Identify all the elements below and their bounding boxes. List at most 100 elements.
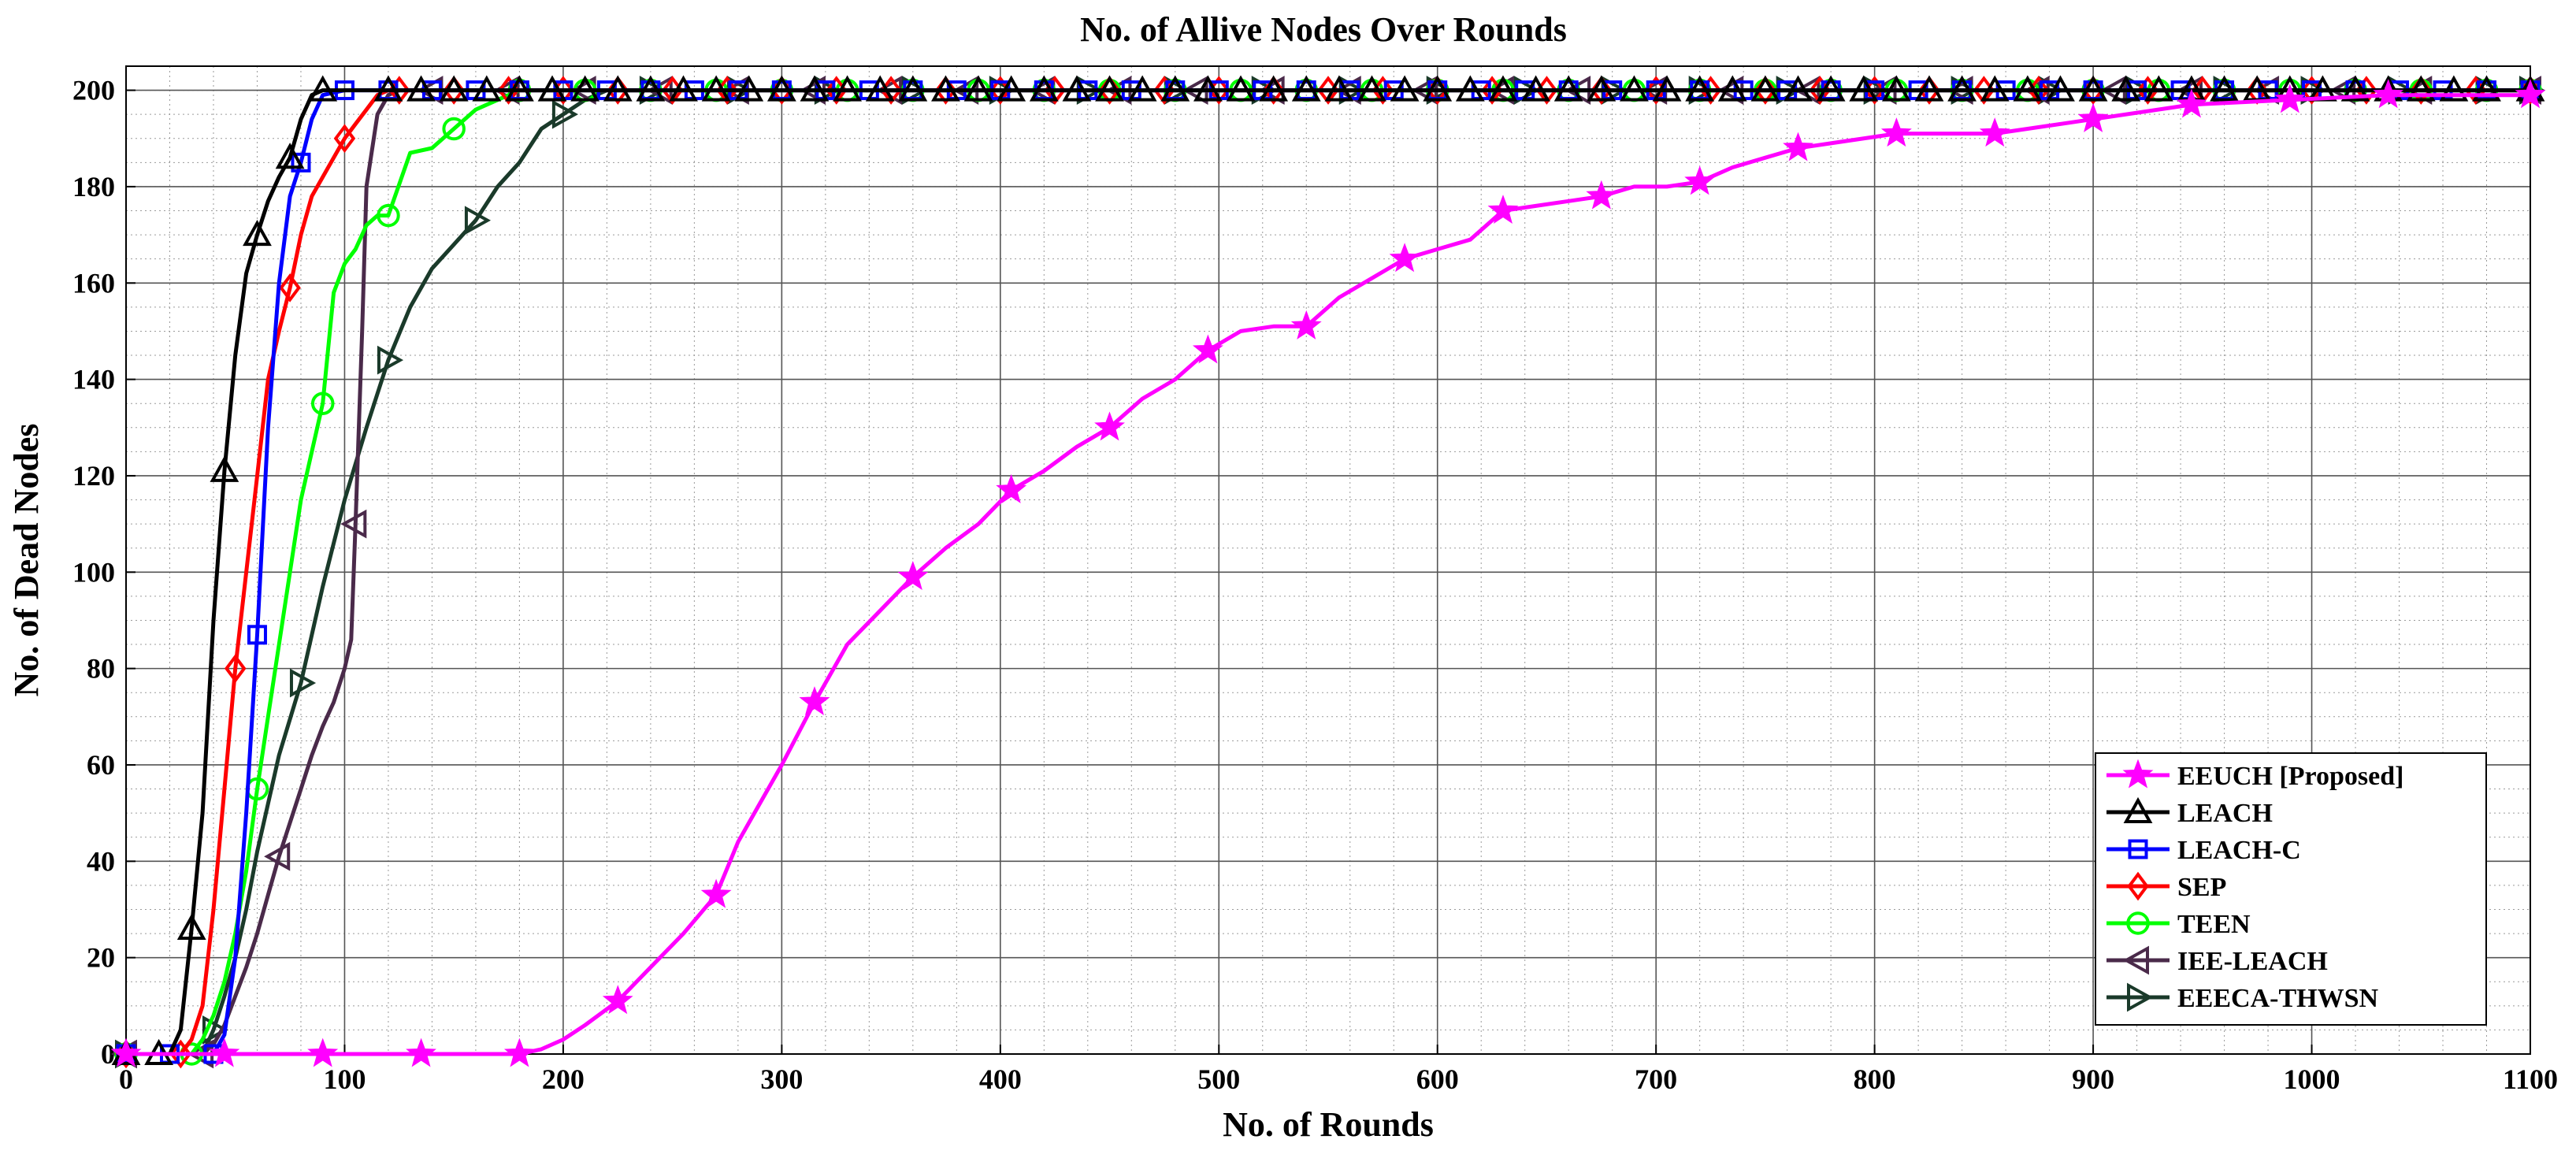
legend-marker-leach bbox=[2123, 796, 2153, 823]
series-marker-eeuch-proposed bbox=[503, 1037, 535, 1067]
legend-marker-eeeca-thwsn bbox=[2127, 982, 2154, 1012]
x-tick-label: 900 bbox=[2072, 1063, 2114, 1095]
series-marker-leach bbox=[176, 913, 206, 940]
series-marker-leach bbox=[1521, 75, 1550, 102]
series-marker-sep bbox=[169, 1039, 192, 1069]
series-marker-leach bbox=[243, 219, 272, 247]
legend-item-leach-c: LEACH-C bbox=[2106, 836, 2301, 865]
series-marker-eeuch-proposed bbox=[1192, 334, 1223, 364]
y-tick-label: 180 bbox=[72, 171, 115, 202]
series-marker-leach bbox=[2439, 75, 2469, 102]
legend-item-iee-leach: IEE-LEACH bbox=[2106, 945, 2328, 976]
legend-label-leach: LEACH bbox=[2177, 799, 2273, 828]
series-marker-leach bbox=[1324, 75, 1354, 102]
y-tick-label: 80 bbox=[87, 653, 115, 685]
series-marker-eeuch-proposed bbox=[110, 1037, 142, 1067]
series-marker-leach bbox=[1193, 75, 1223, 102]
series-marker-leach bbox=[537, 75, 567, 102]
series-marker-leach-c bbox=[291, 152, 311, 173]
series-marker-eeeca-thwsn bbox=[289, 668, 317, 698]
series-marker-eeuch-proposed bbox=[307, 1037, 339, 1067]
legend: EEUCH [Proposed] LEACH LEACH-C SEP TEEN IEE-L… bbox=[2095, 752, 2487, 1026]
legend-label-sep: SEP bbox=[2177, 873, 2226, 902]
series-marker-leach bbox=[2340, 75, 2370, 102]
series-marker-leach bbox=[1881, 75, 1911, 102]
series-marker-eeuch-proposed bbox=[799, 686, 830, 715]
legend-label-teen: TEEN bbox=[2177, 910, 2251, 939]
series-marker-leach bbox=[734, 75, 764, 102]
x-axis-label: No. of Rounds bbox=[1223, 1105, 1434, 1144]
x-tick-label: 500 bbox=[1197, 1063, 1240, 1095]
series-marker-leach bbox=[833, 75, 862, 102]
series-marker-eeuch-proposed bbox=[700, 878, 732, 908]
series-marker-leach bbox=[1717, 75, 1747, 102]
series-marker-eeuch-proposed bbox=[1783, 132, 1813, 161]
series-marker-eeuch-proposed bbox=[1487, 195, 1519, 225]
series-marker-eeuch-proposed bbox=[1684, 165, 1716, 195]
x-tick-label: 100 bbox=[323, 1063, 366, 1095]
series-marker-leach bbox=[669, 75, 698, 102]
series-marker-leach bbox=[1620, 75, 1649, 102]
y-tick-label: 0 bbox=[101, 1038, 115, 1070]
series-marker-leach bbox=[2111, 75, 2141, 102]
legend-marker-teen bbox=[2126, 911, 2150, 935]
series-marker-eeeca-thwsn bbox=[464, 206, 492, 236]
y-tick-label: 140 bbox=[72, 364, 115, 395]
series-marker-eeuch-proposed bbox=[1979, 117, 2010, 147]
y-tick-label: 160 bbox=[72, 267, 115, 299]
series-marker-leach bbox=[701, 75, 731, 102]
series-marker-sep bbox=[333, 124, 356, 154]
series-marker-eeuch-proposed bbox=[406, 1037, 436, 1067]
series-marker-leach bbox=[2046, 75, 2075, 102]
series-marker-leach bbox=[997, 75, 1026, 102]
series-marker-leach bbox=[505, 75, 534, 102]
series-marker-leach bbox=[308, 75, 338, 102]
series-marker-leach bbox=[931, 75, 960, 102]
series-marker-eeuch-proposed bbox=[2077, 102, 2109, 132]
series-marker-eeuch-proposed bbox=[2373, 79, 2404, 109]
series-marker-leach-c bbox=[247, 625, 267, 645]
series-marker-leach bbox=[1947, 75, 1977, 102]
series-marker-teen bbox=[442, 117, 466, 141]
series-marker-leach bbox=[1553, 75, 1583, 102]
series-line-leach bbox=[126, 88, 2530, 1056]
series-marker-leach bbox=[1291, 75, 1321, 102]
series-marker-eeeca-thwsn bbox=[551, 99, 579, 129]
series-marker-leach bbox=[1259, 75, 1289, 102]
y-tick-label: 100 bbox=[72, 556, 115, 588]
series-marker-leach bbox=[210, 455, 239, 482]
series-marker-leach bbox=[1160, 75, 1190, 102]
x-tick-label: 800 bbox=[1854, 1063, 1896, 1095]
series-line-sep bbox=[126, 88, 2530, 1056]
series-marker-eeuch-proposed bbox=[2515, 79, 2546, 109]
series-marker-eeuch-proposed bbox=[2274, 84, 2306, 113]
series-marker-sep bbox=[279, 273, 301, 302]
series-marker-leach bbox=[636, 75, 666, 102]
legend-item-leach: LEACH bbox=[2106, 796, 2273, 828]
series-marker-leach bbox=[1095, 75, 1124, 102]
series-marker-leach bbox=[1784, 75, 1813, 102]
series-marker-iee-leach bbox=[340, 509, 367, 539]
series-marker-leach bbox=[472, 75, 502, 102]
y-tick-label: 60 bbox=[87, 749, 115, 781]
legend-items: EEUCH [Proposed] LEACH LEACH-C SEP TEEN IEE-L… bbox=[2106, 759, 2403, 1013]
series-marker-eeuch-proposed bbox=[1094, 411, 1125, 441]
legend-label-iee-leach: IEE-LEACH bbox=[2177, 947, 2328, 976]
series-marker-eeuch-proposed bbox=[1586, 180, 1617, 210]
series-marker-leach bbox=[603, 75, 633, 102]
series-marker-leach bbox=[1488, 75, 1518, 102]
series-layer bbox=[110, 75, 2546, 1069]
series-marker-teen bbox=[310, 392, 335, 415]
series-marker-leach bbox=[1062, 75, 1092, 102]
series-marker-leach bbox=[1357, 75, 1386, 102]
y-axis-ticks: 0 20 40 60 80 100 120 140 160 180 200 bbox=[72, 75, 135, 1070]
series-marker-eeuch-proposed bbox=[1290, 310, 1322, 340]
legend-marker-iee-leach bbox=[2122, 945, 2149, 975]
series-leach bbox=[111, 75, 2545, 1065]
series-marker-leach bbox=[2210, 75, 2239, 102]
chart-title: No. of Allive Nodes Over Rounds bbox=[1080, 10, 1567, 49]
x-tick-label: 300 bbox=[760, 1063, 803, 1095]
series-marker-eeuch-proposed bbox=[602, 985, 633, 1015]
series-marker-teen bbox=[377, 203, 400, 228]
